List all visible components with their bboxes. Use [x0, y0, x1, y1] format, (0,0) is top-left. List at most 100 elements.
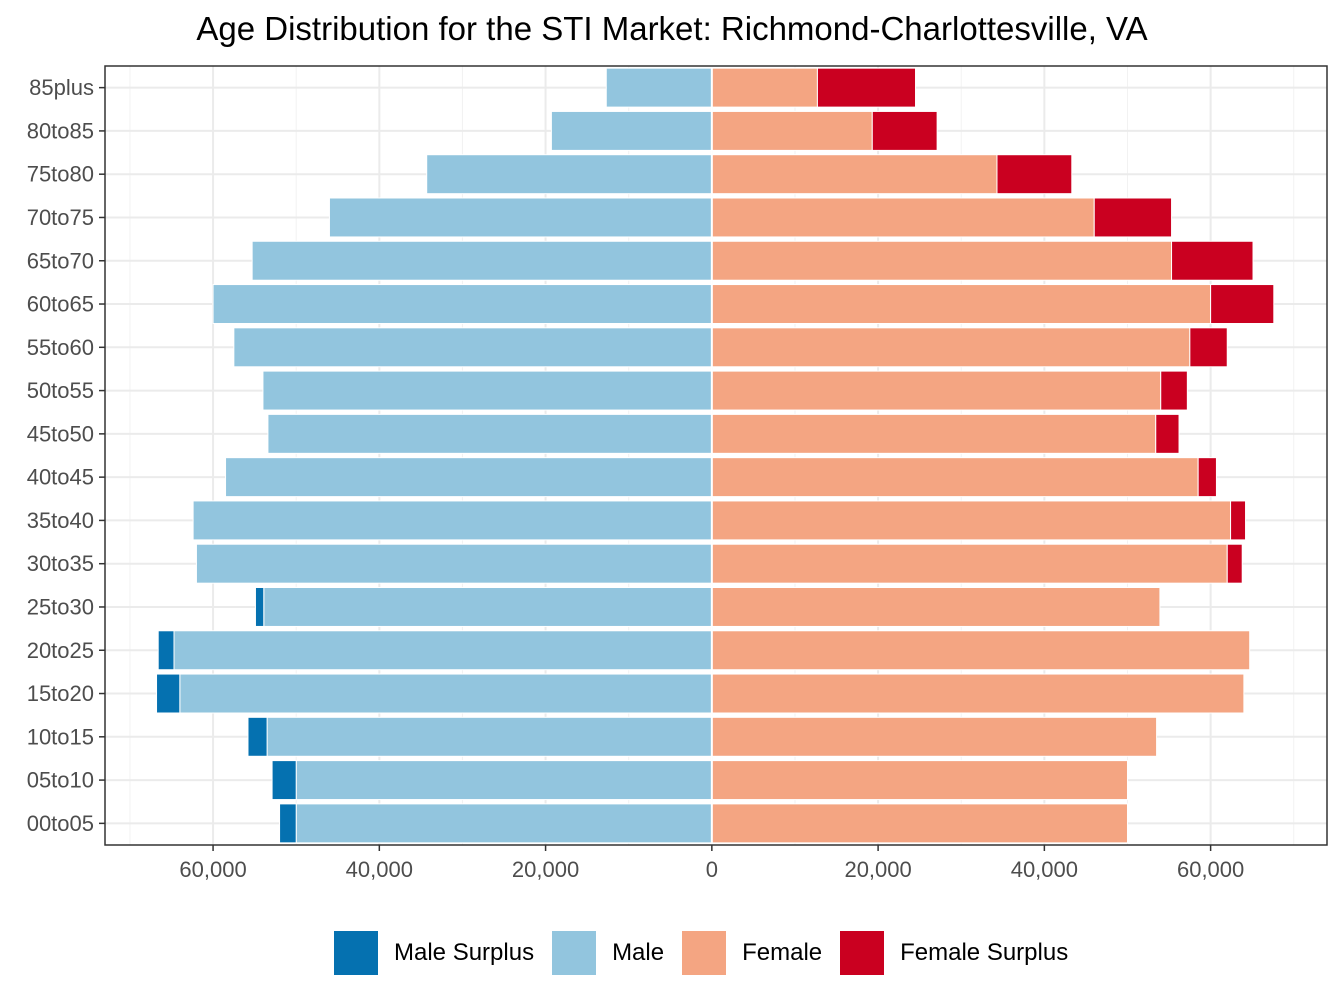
bar-male-50to55 — [262, 370, 713, 411]
bar-female-surplus-45to50 — [1155, 413, 1180, 454]
x-tick-label: 20,000 — [512, 857, 579, 882]
bar-female-surplus-60to65 — [1210, 284, 1275, 325]
y-tick-label: 30to35 — [27, 551, 94, 576]
bar-female-60to65 — [711, 284, 1212, 325]
bar-male-75to80 — [426, 154, 713, 195]
bar-male-00to05 — [295, 803, 713, 844]
y-tick-label: 50to55 — [27, 378, 94, 403]
y-axis: 00to05 05to10 10to15 15to20 20to25 25to30 30to… — [27, 75, 105, 836]
chart-title: Age Distribution for the STI Market: Ric… — [196, 10, 1148, 47]
bar-male-35to40 — [192, 500, 713, 541]
bar-female-00to05 — [711, 803, 1128, 844]
bar-male-surplus-15to20 — [156, 673, 181, 714]
bar-female-15to20 — [711, 673, 1245, 714]
bar-male-surplus-25to30 — [254, 586, 265, 627]
y-tick-label: 80to85 — [27, 118, 94, 143]
bar-female-85plus — [711, 67, 818, 108]
legend-item: Female — [682, 931, 822, 975]
panel-border — [104, 65, 1328, 846]
y-tick-label: 25to30 — [27, 594, 94, 619]
bar-female-40to45 — [711, 457, 1199, 498]
bar-female-50to55 — [711, 370, 1162, 411]
bar-female-30to35 — [711, 543, 1228, 584]
bar-male-85plus — [605, 67, 713, 108]
x-tick-label: 60,000 — [179, 857, 246, 882]
bar-male-40to45 — [225, 457, 713, 498]
y-tick-label: 55to60 — [27, 335, 94, 360]
x-tick-label: 40,000 — [1011, 857, 1078, 882]
x-tick-label: 20,000 — [844, 857, 911, 882]
bars — [156, 66, 1275, 845]
bar-female-surplus-80to85 — [871, 110, 938, 151]
bar-female-35to40 — [711, 500, 1232, 541]
legend-label: Female Surplus — [900, 939, 1069, 966]
bar-female-surplus-50to55 — [1160, 370, 1188, 411]
bar-male-surplus-10to15 — [247, 716, 268, 757]
bar-male-20to25 — [173, 630, 713, 671]
x-axis: 60,000 40,000 20,000 0 20,000 40,000 60,000 — [179, 845, 1244, 882]
bar-female-surplus-55to60 — [1189, 327, 1228, 368]
bar-female-55to60 — [711, 327, 1191, 368]
y-tick-label: 60to65 — [27, 292, 94, 317]
y-tick-label: 00to05 — [27, 811, 94, 836]
bar-male-65to70 — [251, 240, 713, 281]
legend-item: Male — [552, 931, 664, 975]
panel-background — [105, 66, 1327, 845]
plot-panel — [105, 66, 1327, 845]
bar-female-75to80 — [711, 154, 998, 195]
legend: Male Surplus Male Female Female Surplus — [334, 930, 1086, 976]
bar-male-80to85 — [550, 110, 713, 151]
bar-male-surplus-05to10 — [271, 760, 297, 801]
bar-female-surplus-75to80 — [996, 154, 1073, 195]
legend-label: Male Surplus — [394, 939, 535, 966]
y-tick-label: 45to50 — [27, 421, 94, 446]
legend-key — [682, 931, 727, 975]
bar-female-05to10 — [711, 760, 1128, 801]
bar-male-30to35 — [195, 543, 713, 584]
x-tick-label: 60,000 — [1177, 857, 1244, 882]
bar-male-10to15 — [266, 716, 713, 757]
y-tick-label: 65to70 — [27, 248, 94, 273]
y-tick-label: 75to80 — [27, 162, 94, 187]
y-tick-label: 20to25 — [27, 638, 94, 663]
y-tick-label: 35to40 — [27, 508, 94, 533]
y-tick-label: 15to20 — [27, 681, 94, 706]
bar-female-45to50 — [711, 413, 1157, 454]
bar-male-70to75 — [328, 197, 713, 238]
bar-female-10to15 — [711, 716, 1158, 757]
bar-female-surplus-85plus — [816, 67, 917, 108]
legend-item: Male Surplus — [334, 931, 534, 975]
pyramid-chart: 00to05 05to10 10to15 15to20 20to25 25to30 30to… — [27, 65, 1328, 882]
bar-female-surplus-35to40 — [1230, 500, 1247, 541]
y-tick-label: 70to75 — [27, 205, 94, 230]
legend-key — [334, 931, 378, 975]
bar-female-surplus-40to45 — [1197, 457, 1217, 498]
bar-male-surplus-20to25 — [157, 630, 175, 671]
x-tick-label: 0 — [706, 857, 718, 882]
bar-female-surplus-70to75 — [1093, 197, 1173, 238]
bar-male-25to30 — [263, 586, 713, 627]
bar-female-80to85 — [711, 110, 873, 151]
legend-key — [840, 931, 885, 975]
bar-male-45to50 — [267, 413, 713, 454]
legend-item: Female Surplus — [840, 931, 1068, 975]
y-tick-label: 10to15 — [27, 724, 94, 749]
bar-female-70to75 — [711, 197, 1095, 238]
y-tick-label: 05to10 — [27, 768, 94, 793]
bar-female-25to30 — [711, 586, 1161, 627]
bar-female-surplus-65to70 — [1171, 240, 1254, 281]
y-tick-label: 40to45 — [27, 465, 94, 490]
bar-female-surplus-30to35 — [1226, 543, 1243, 584]
y-tick-label: 85plus — [29, 75, 94, 100]
bar-male-surplus-00to05 — [279, 803, 297, 844]
legend-key — [552, 931, 597, 975]
bar-female-20to25 — [711, 630, 1251, 671]
bar-male-55to60 — [233, 327, 713, 368]
plot-border — [104, 65, 1328, 846]
legend-label: Male — [612, 939, 665, 966]
x-tick-label: 40,000 — [346, 857, 413, 882]
legend-label: Female — [742, 939, 823, 966]
bar-male-05to10 — [295, 760, 713, 801]
bar-female-65to70 — [711, 240, 1173, 281]
bar-male-60to65 — [212, 284, 713, 325]
